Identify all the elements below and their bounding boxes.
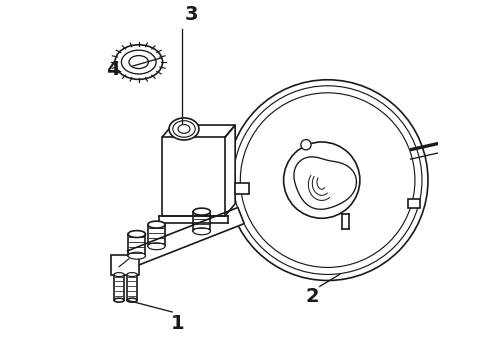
Ellipse shape — [193, 228, 210, 235]
Polygon shape — [294, 157, 356, 209]
Ellipse shape — [114, 273, 124, 276]
Ellipse shape — [193, 208, 210, 215]
Ellipse shape — [128, 231, 146, 238]
Ellipse shape — [169, 118, 199, 140]
Circle shape — [301, 140, 311, 150]
Ellipse shape — [127, 273, 137, 276]
Ellipse shape — [148, 221, 165, 228]
Polygon shape — [128, 207, 244, 267]
Polygon shape — [225, 125, 235, 216]
Bar — [111, 255, 139, 275]
Text: 2: 2 — [305, 287, 318, 306]
Ellipse shape — [128, 252, 146, 259]
Circle shape — [227, 80, 428, 280]
Polygon shape — [162, 125, 235, 137]
Text: 4: 4 — [106, 60, 120, 80]
Ellipse shape — [114, 298, 124, 302]
Text: 3: 3 — [185, 5, 198, 24]
Bar — [408, 199, 420, 208]
Circle shape — [284, 142, 360, 218]
Polygon shape — [162, 137, 225, 216]
Ellipse shape — [148, 243, 165, 250]
Bar — [235, 183, 249, 194]
Ellipse shape — [115, 45, 163, 80]
Text: 1: 1 — [172, 314, 185, 333]
Ellipse shape — [127, 298, 137, 302]
